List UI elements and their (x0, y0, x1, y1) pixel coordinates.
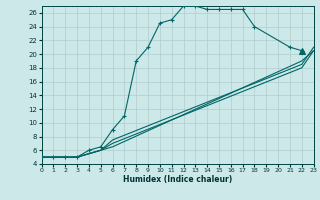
X-axis label: Humidex (Indice chaleur): Humidex (Indice chaleur) (123, 175, 232, 184)
